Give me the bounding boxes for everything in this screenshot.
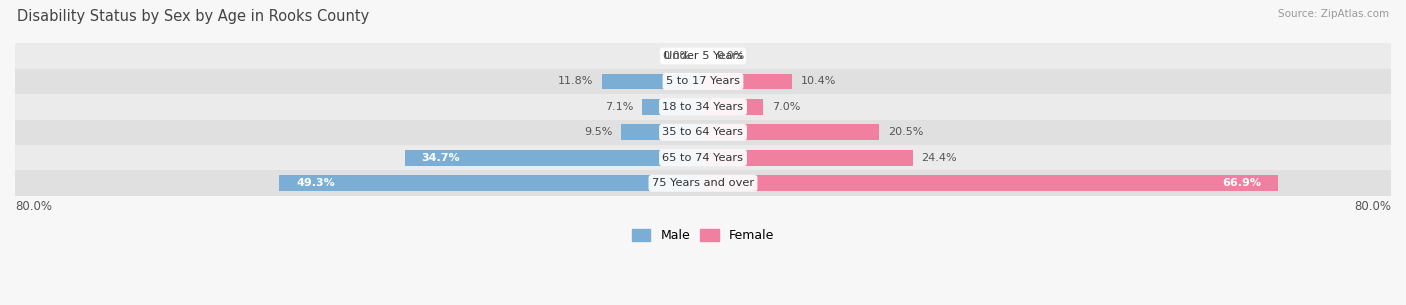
Text: 5 to 17 Years: 5 to 17 Years bbox=[666, 76, 740, 86]
Bar bbox=[703, 124, 879, 140]
Text: 34.7%: 34.7% bbox=[422, 153, 460, 163]
Bar bbox=[15, 170, 1391, 196]
Bar bbox=[15, 145, 1391, 170]
Text: 65 to 74 Years: 65 to 74 Years bbox=[662, 153, 744, 163]
Bar bbox=[602, 74, 703, 89]
Text: 0.0%: 0.0% bbox=[662, 51, 690, 61]
Text: Under 5 Years: Under 5 Years bbox=[664, 51, 742, 61]
Bar bbox=[621, 124, 703, 140]
Text: 80.0%: 80.0% bbox=[15, 200, 52, 213]
Text: 18 to 34 Years: 18 to 34 Years bbox=[662, 102, 744, 112]
Text: 11.8%: 11.8% bbox=[558, 76, 593, 86]
Text: Source: ZipAtlas.com: Source: ZipAtlas.com bbox=[1278, 9, 1389, 19]
Text: 7.0%: 7.0% bbox=[772, 102, 800, 112]
Bar bbox=[643, 99, 703, 115]
Text: 35 to 64 Years: 35 to 64 Years bbox=[662, 127, 744, 137]
Text: 9.5%: 9.5% bbox=[585, 127, 613, 137]
Text: 0.0%: 0.0% bbox=[716, 51, 744, 61]
Bar bbox=[703, 99, 763, 115]
Bar bbox=[15, 43, 1391, 69]
Text: 80.0%: 80.0% bbox=[1354, 200, 1391, 213]
Text: 66.9%: 66.9% bbox=[1222, 178, 1261, 188]
Text: 20.5%: 20.5% bbox=[889, 127, 924, 137]
Text: 10.4%: 10.4% bbox=[801, 76, 837, 86]
Bar bbox=[703, 175, 1278, 191]
Text: 7.1%: 7.1% bbox=[605, 102, 633, 112]
Bar bbox=[278, 175, 703, 191]
Text: 49.3%: 49.3% bbox=[297, 178, 335, 188]
Legend: Male, Female: Male, Female bbox=[630, 227, 776, 245]
Bar bbox=[703, 150, 912, 166]
Bar bbox=[15, 120, 1391, 145]
Text: 75 Years and over: 75 Years and over bbox=[652, 178, 754, 188]
Bar bbox=[703, 74, 793, 89]
Bar bbox=[405, 150, 703, 166]
Bar bbox=[15, 69, 1391, 94]
Text: 24.4%: 24.4% bbox=[921, 153, 957, 163]
Bar bbox=[15, 94, 1391, 120]
Text: Disability Status by Sex by Age in Rooks County: Disability Status by Sex by Age in Rooks… bbox=[17, 9, 370, 24]
